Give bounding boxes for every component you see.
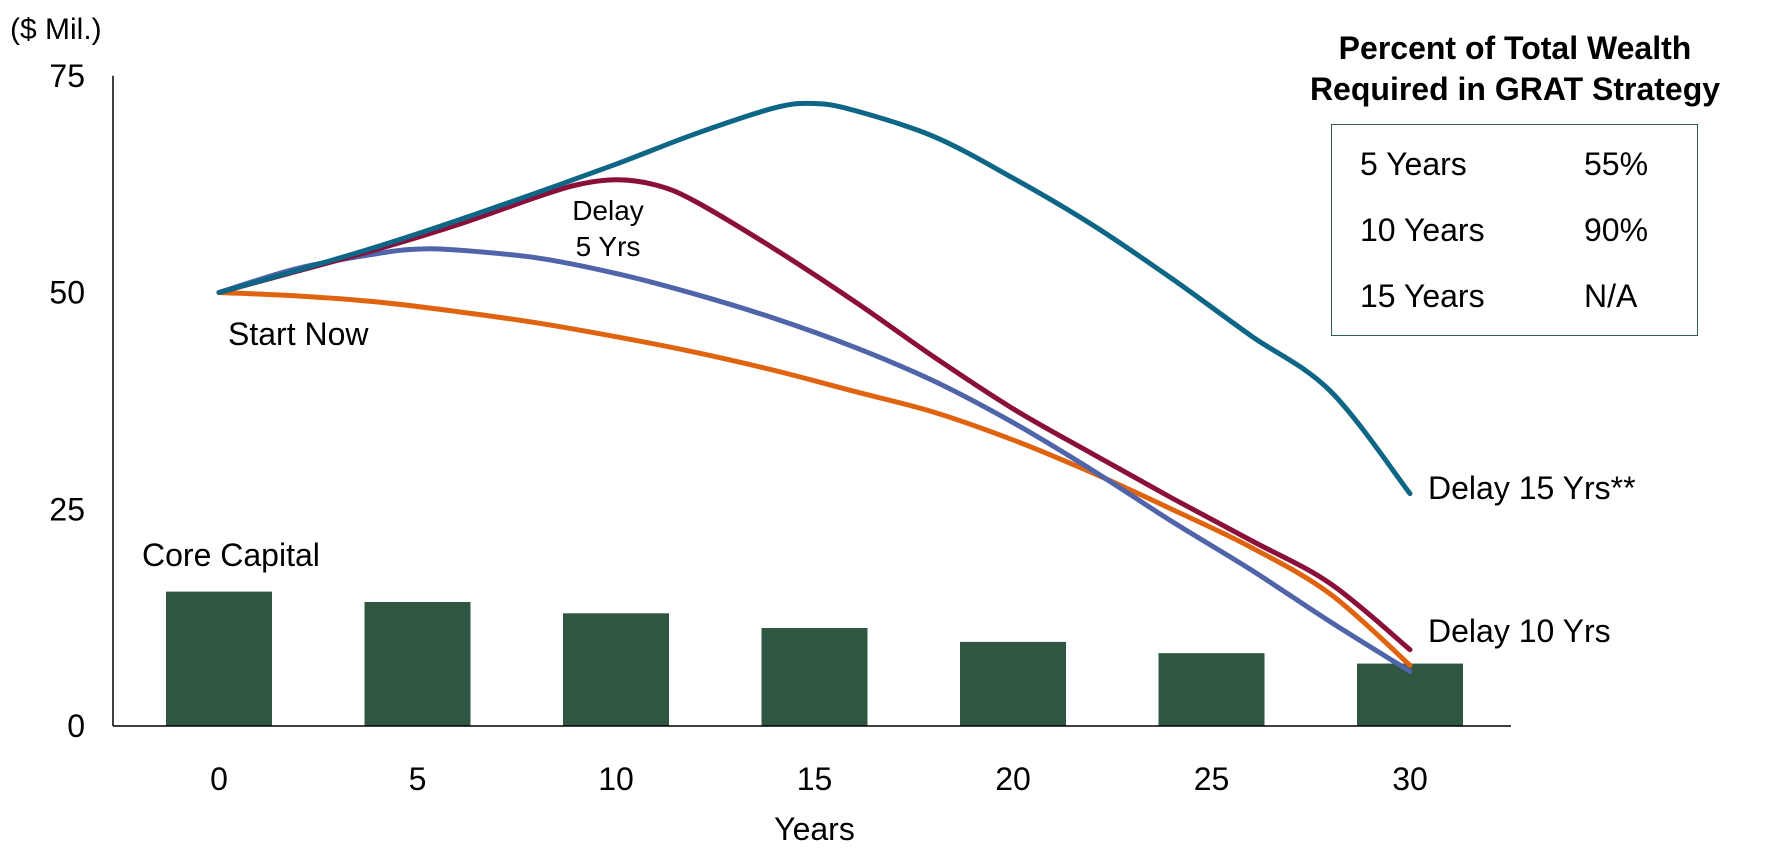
wealth-row: 5 Years 55% bbox=[1332, 131, 1697, 197]
y-tick-label: 75 bbox=[49, 58, 85, 94]
wealth-row-value: 90% bbox=[1584, 212, 1649, 248]
core-capital-bar bbox=[1357, 663, 1463, 726]
core-capital-bars bbox=[166, 591, 1463, 726]
wealth-row: 10 Years 90% bbox=[1332, 197, 1697, 263]
y-tick-label: 25 bbox=[49, 491, 85, 527]
series-line-start-now bbox=[216, 290, 1413, 668]
x-tick-label: 5 bbox=[409, 761, 427, 797]
y-tick-label: 50 bbox=[49, 275, 85, 311]
y-axis-label: ($ Mil.) bbox=[10, 13, 102, 46]
x-tick-label: 15 bbox=[797, 761, 833, 797]
wealth-table-title-line1: Percent of Total Wealth bbox=[1338, 30, 1692, 66]
chart-text: 0 25 50 75 0 5 10 15 20 25 30 ($ Mil.) Years Core Cap… bbox=[10, 13, 1636, 847]
core-capital-bar bbox=[563, 613, 669, 726]
series-label-delay-15-yrs: Delay 15 Yrs** bbox=[1428, 470, 1636, 506]
wealth-row-label: 10 Years bbox=[1360, 212, 1485, 248]
wealth-row-value: 55% bbox=[1584, 146, 1649, 182]
wealth-table-title: Percent of Total Wealth Required in GRAT… bbox=[1265, 28, 1765, 110]
core-capital-bar bbox=[960, 641, 1066, 726]
core-capital-bar bbox=[166, 591, 272, 726]
wealth-table-title-line2: Required in GRAT Strategy bbox=[1309, 71, 1721, 107]
series-line-delay-10-yrs bbox=[216, 177, 1413, 653]
wealth-row-value: N/A bbox=[1584, 278, 1638, 314]
x-tick-label: 20 bbox=[995, 761, 1031, 797]
x-tick-label: 10 bbox=[598, 761, 634, 797]
y-tick-label: 0 bbox=[67, 708, 85, 744]
core-capital-bar bbox=[364, 602, 471, 726]
core-capital-label: Core Capital bbox=[142, 537, 320, 573]
series-line-delay-15-yrs bbox=[216, 100, 1413, 497]
series-label-start-now: Start Now bbox=[228, 316, 369, 352]
chart-axes bbox=[112, 75, 1511, 727]
series-label-line: 5 Yrs bbox=[576, 231, 641, 262]
x-tick-label: 30 bbox=[1392, 761, 1428, 797]
series-label-delay-10-yrs: Delay 10 Yrs bbox=[1428, 613, 1611, 649]
wealth-row: 15 Years N/A bbox=[1332, 263, 1697, 329]
series-line-delay-5-yrs bbox=[216, 246, 1413, 674]
series-label-line: Delay bbox=[572, 195, 644, 226]
wealth-row-label: 15 Years bbox=[1360, 278, 1485, 314]
wealth-row-label: 5 Years bbox=[1360, 146, 1467, 182]
x-tick-label: 0 bbox=[210, 761, 228, 797]
chart-series-lines bbox=[216, 100, 1413, 674]
series-label-delay-5-yrs: Delay 5 Yrs bbox=[572, 195, 644, 262]
wealth-table: 5 Years 55% 10 Years 90% 15 Years N/A bbox=[1331, 124, 1698, 336]
x-axis-label: Years bbox=[774, 811, 855, 847]
core-capital-bar bbox=[1158, 653, 1265, 726]
core-capital-bar bbox=[761, 628, 868, 726]
x-tick-label: 25 bbox=[1194, 761, 1230, 797]
